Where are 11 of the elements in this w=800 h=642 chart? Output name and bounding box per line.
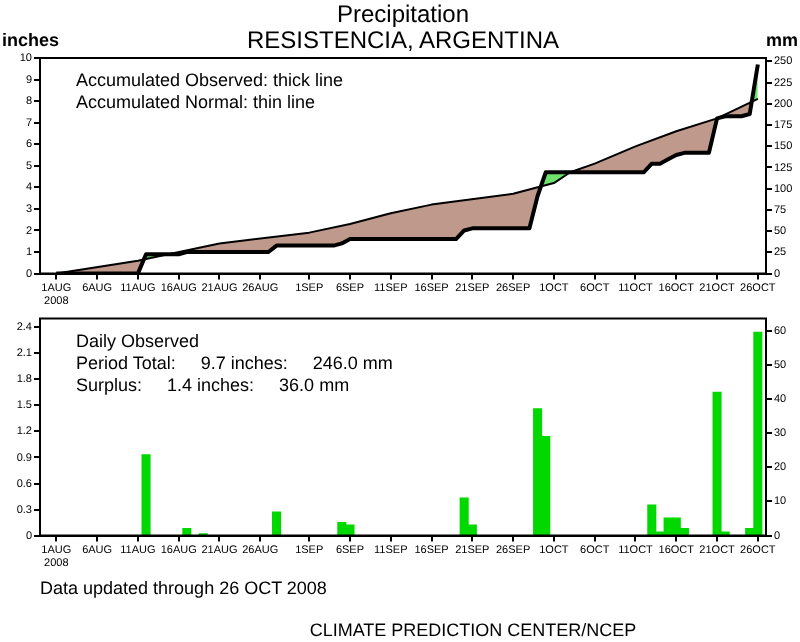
chart-subtitle: RESISTENCIA, ARGENTINA [246, 26, 560, 54]
text: CLIMATE PREDICTION CENTER/NCEP [309, 619, 637, 640]
annotation: Period Total: 9.7 inches: 246.0 mm [76, 352, 393, 373]
y-axis-title: inches [2, 30, 60, 50]
y2-axis-title: mm [765, 30, 798, 50]
annotation: Accumulated Normal: thin line [76, 92, 316, 112]
text: Data updated through 26 OCT 2008 [40, 577, 327, 598]
annotation: Accumulated Observed: thick line [76, 70, 344, 90]
chart-title: Precipitation [336, 0, 470, 28]
annotation: Surplus: 1.4 inches: 36.0 mm [76, 374, 350, 395]
annotation: Daily Observed [76, 330, 200, 351]
